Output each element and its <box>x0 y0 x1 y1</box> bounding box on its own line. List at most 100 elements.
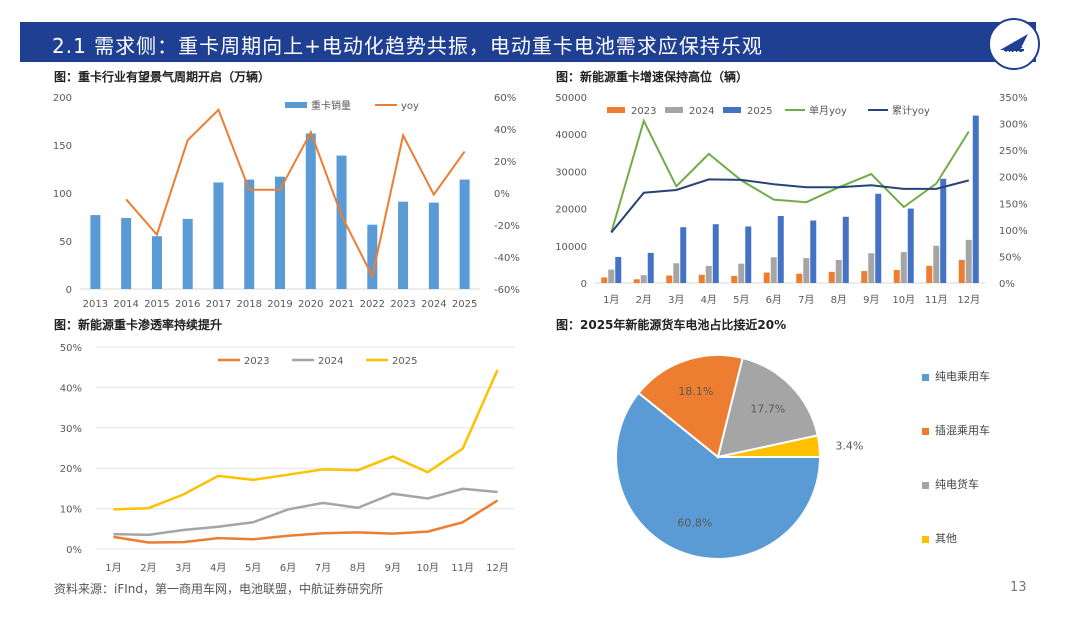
bar-2025 <box>680 227 687 283</box>
pie-legend-item: 其他 <box>922 530 957 546</box>
line-累计yoy <box>610 178 970 234</box>
x-tick-label: 6月 <box>766 294 782 306</box>
legend-swatch <box>665 107 683 113</box>
bar <box>90 215 101 289</box>
bar-2025 <box>940 178 947 283</box>
chart4-title: 图：2025年新能源货车电池占比接近20% <box>556 318 787 332</box>
x-tick-label: 1月 <box>603 294 619 306</box>
x-tick-label: 3月 <box>175 562 191 574</box>
bar-2025 <box>712 224 719 283</box>
pie-data-label: 60.8% <box>677 516 712 529</box>
x-tick-label: 8月 <box>350 562 366 574</box>
bar <box>398 201 409 289</box>
avic-logo: AVIC <box>988 18 1040 70</box>
chart3-title: 图：新能源重卡渗透率持续提升 <box>54 318 223 332</box>
bar-2024 <box>933 245 940 283</box>
bar-2024 <box>673 263 680 283</box>
chart2-title: 图：新能源重卡增速保持高位（辆） <box>556 70 749 84</box>
y-tick-label: 0 <box>66 285 72 296</box>
bar <box>213 182 224 289</box>
bar <box>459 179 470 289</box>
y2-tick-label: -60% <box>494 285 520 296</box>
x-tick-label: 2023 <box>390 299 415 310</box>
x-tick-label: 6月 <box>280 562 296 574</box>
y2-tick-label: 250% <box>999 146 1028 157</box>
chart1-title: 图：重卡行业有望景气周期开启（万辆） <box>54 70 271 84</box>
legend-label: 2025 <box>392 356 417 367</box>
x-tick-label: 11月 <box>925 294 948 306</box>
y-tick-label: 40% <box>60 383 82 394</box>
x-tick-label: 7月 <box>798 294 814 306</box>
y2-tick-label: 300% <box>999 120 1028 131</box>
legend-swatch <box>285 102 307 108</box>
bar-2023 <box>893 269 900 283</box>
pie-data-label: 3.4% <box>835 440 863 453</box>
line-2023 <box>113 499 499 544</box>
legend-label: 单月yoy <box>809 105 847 117</box>
pie-legend-item: 纯电乘用车 <box>922 368 990 384</box>
x-tick-label: 4月 <box>210 562 226 574</box>
airplane-icon <box>1000 34 1028 51</box>
y-tick-label: 200 <box>53 93 72 104</box>
bar-2024 <box>608 269 615 283</box>
legend-swatch <box>723 107 741 113</box>
y-tick-label: 20% <box>60 464 82 475</box>
bar-2023 <box>861 271 868 283</box>
legend-swatch <box>607 107 625 113</box>
bar-2024 <box>835 259 842 283</box>
y-tick-label: 40000 <box>555 130 587 141</box>
y2-tick-label: -40% <box>494 253 520 264</box>
y-tick-label: 150 <box>53 141 72 152</box>
bar-2023 <box>926 265 933 283</box>
logo-text: AVIC <box>1004 46 1024 54</box>
bar-2025 <box>615 256 622 283</box>
y2-tick-label: 60% <box>494 93 516 104</box>
x-tick-label: 2025 <box>452 299 477 310</box>
source-note: 资料来源：iFInd，第一商用车网，电池联盟，中航证券研究所 <box>54 582 384 596</box>
pie-legend-item: 纯电货车 <box>922 476 979 492</box>
x-tick-label: 2013 <box>83 299 108 310</box>
bar-2023 <box>601 277 608 283</box>
x-tick-label: 2024 <box>421 299 446 310</box>
bar-2023 <box>958 259 965 283</box>
bar-2023 <box>731 275 738 283</box>
x-tick-label: 5月 <box>245 562 261 574</box>
x-tick-label: 9月 <box>863 294 879 306</box>
y2-tick-label: -20% <box>494 221 520 232</box>
bar <box>305 133 316 289</box>
pie-slice <box>637 353 744 459</box>
page-number: 13 <box>1010 580 1027 595</box>
x-tick-label: 2016 <box>175 299 200 310</box>
y2-tick-label: 0% <box>999 279 1015 290</box>
bar-2023 <box>698 274 705 283</box>
legend-label: 2023 <box>631 106 656 117</box>
bar-2024 <box>770 257 777 283</box>
x-tick-label: 7月 <box>315 562 331 574</box>
x-tick-label: 11月 <box>451 562 474 574</box>
bar-2024 <box>868 253 875 283</box>
bar-2025 <box>875 193 882 283</box>
x-tick-label: 2020 <box>298 299 323 310</box>
bar-2023 <box>763 272 770 283</box>
page-title: 2.1 需求侧：重卡周期向上+电动化趋势共振，电动重卡电池需求应保持乐观 <box>52 34 763 58</box>
y2-tick-label: 50% <box>999 252 1021 263</box>
truck-sales-chart: 0 50 100 150 200 -60% -40% -20% 0% 20% 40% 60% 2013 2… <box>53 93 520 310</box>
x-tick-label: 2015 <box>144 299 169 310</box>
bar-2025 <box>810 220 817 283</box>
x-tick-label: 2月 <box>636 294 652 306</box>
bar <box>367 224 378 289</box>
line-2024 <box>113 487 498 537</box>
bar-2025 <box>745 226 752 283</box>
y-tick-label: 0% <box>66 545 82 556</box>
y-tick-label: 30000 <box>555 167 587 178</box>
x-tick-label: 3月 <box>668 294 684 306</box>
penetration-rate-chart: 0% 10% 20% 30% 40% 50% 1月 2月 3月 4月 5月 6月 7月 8月 9月 10月 11… <box>60 343 515 574</box>
x-tick-label: 2014 <box>113 299 138 310</box>
pie-slice <box>615 391 822 560</box>
legend-label: 2025 <box>747 106 772 117</box>
x-tick-label: 12月 <box>957 294 980 306</box>
y2-tick-label: 200% <box>999 173 1028 184</box>
bar <box>244 179 255 289</box>
bar-2025 <box>972 115 979 283</box>
bar <box>428 202 439 289</box>
